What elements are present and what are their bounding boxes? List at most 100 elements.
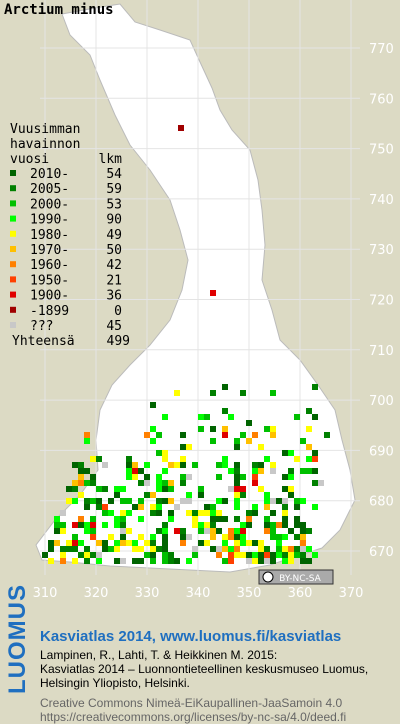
observation: [270, 522, 276, 528]
observation: [264, 426, 270, 432]
observation: [306, 528, 312, 534]
x-coordinate-label: 310: [33, 586, 58, 601]
observation: [288, 558, 294, 564]
y-coordinate-label: 680: [369, 495, 394, 510]
observation: [180, 444, 186, 450]
observation: [138, 534, 144, 540]
observation: [252, 510, 258, 516]
observation: [264, 546, 270, 552]
observation: [252, 480, 258, 486]
legend-swatch: [10, 185, 16, 192]
observation: [186, 492, 192, 498]
observation: [246, 510, 252, 516]
observation: [174, 390, 180, 396]
observation: [198, 522, 204, 528]
observation: [78, 480, 84, 486]
observation: [126, 498, 132, 504]
observation: [42, 552, 48, 558]
observation: [210, 546, 216, 552]
observation: [60, 546, 66, 552]
observation: [78, 474, 84, 480]
observation: [66, 546, 72, 552]
observation: [216, 498, 222, 504]
observation: [138, 546, 144, 552]
observation: [120, 528, 126, 534]
observation: [210, 290, 216, 296]
observation: [144, 432, 150, 438]
observation: [126, 540, 132, 546]
observation: [312, 468, 318, 474]
observation: [150, 546, 156, 552]
observation: [222, 462, 228, 468]
observation: [306, 558, 312, 564]
observation: [270, 558, 276, 564]
observation: [294, 546, 300, 552]
observation: [222, 540, 228, 546]
observation: [264, 552, 270, 558]
observation: [192, 546, 198, 552]
observation: [162, 480, 168, 486]
observation: [204, 528, 210, 534]
legend-count: 90: [106, 213, 122, 228]
x-coordinate-label: 320: [84, 586, 109, 601]
observation: [270, 432, 276, 438]
observation: [102, 504, 108, 510]
footer: Kasviatlas 2014, www.luomus.fi/kasviatla…: [40, 628, 400, 724]
observation: [294, 414, 300, 420]
legend-swatch: [10, 230, 16, 237]
observation: [168, 462, 174, 468]
observation: [162, 468, 168, 474]
observations: [42, 125, 330, 564]
observation: [234, 516, 240, 522]
observation: [72, 462, 78, 468]
observation: [258, 468, 264, 474]
observation: [132, 462, 138, 468]
observation: [60, 558, 66, 564]
observation: [72, 534, 78, 540]
observation: [276, 498, 282, 504]
observation: [270, 426, 276, 432]
observation: [282, 486, 288, 492]
observation: [150, 426, 156, 432]
observation: [138, 468, 144, 474]
observation: [120, 540, 126, 546]
observation: [210, 504, 216, 510]
observation: [252, 504, 258, 510]
observation: [282, 522, 288, 528]
observation: [246, 558, 252, 564]
observation: [222, 384, 228, 390]
y-coordinate-label: 730: [369, 243, 394, 258]
observation: [198, 540, 204, 546]
legend-count: 36: [106, 289, 122, 304]
observation: [240, 528, 246, 534]
observation: [216, 546, 222, 552]
observation: [114, 540, 120, 546]
observation: [252, 468, 258, 474]
observation: [276, 552, 282, 558]
observation: [72, 498, 78, 504]
observation: [192, 552, 198, 558]
observation: [156, 480, 162, 486]
observation: [252, 462, 258, 468]
observation: [162, 528, 168, 534]
footer-link[interactable]: Kasviatlas 2014, www.luomus.fi/kasviatla…: [40, 628, 342, 645]
observation: [102, 540, 108, 546]
brand: LUOMUS: [4, 584, 31, 694]
observation: [54, 540, 60, 546]
observation: [240, 492, 246, 498]
observation: [312, 414, 318, 420]
observation: [60, 522, 66, 528]
legend-label: 1900-: [30, 289, 69, 304]
observation: [198, 486, 204, 492]
observation: [300, 498, 306, 504]
observation: [306, 408, 312, 414]
observation: [228, 552, 234, 558]
legend-heading: havainnon: [10, 137, 80, 152]
legend-swatch: [10, 306, 16, 313]
observation: [300, 552, 306, 558]
legend-swatch: [10, 261, 16, 268]
license-text: BY-NC-SA: [279, 574, 322, 584]
observation: [54, 528, 60, 534]
observation: [174, 558, 180, 564]
observation: [228, 528, 234, 534]
